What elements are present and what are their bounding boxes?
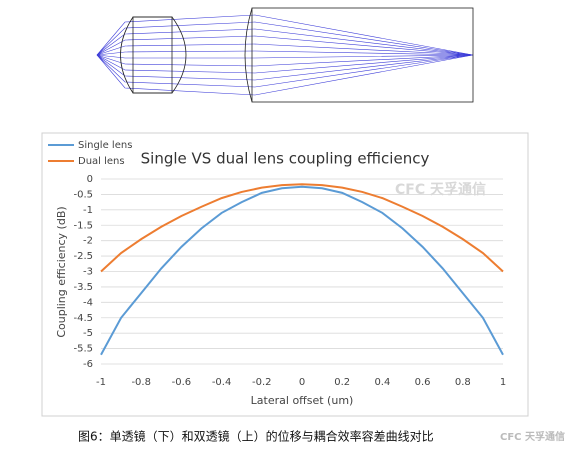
lens [120, 16, 187, 94]
y-tick-label: -1.5 [73, 220, 93, 231]
ray [96, 54, 474, 81]
ray [96, 54, 474, 59]
x-axis-label: Lateral offset (um) [251, 394, 354, 407]
x-tick-label: 1 [500, 377, 506, 388]
x-tick-label: 0.4 [374, 377, 390, 388]
ray [96, 54, 474, 74]
x-tick-label: -0.8 [131, 377, 151, 388]
series-line [100, 183, 504, 273]
watermark: CFC 天孚通信 [395, 181, 486, 198]
caption: 图6：单透镜（下）和双透镜（上）的位移与耦合效率容差曲线对比 [78, 429, 434, 444]
y-tick-label: -5 [83, 328, 93, 339]
x-tick-label: 0.8 [455, 377, 471, 388]
lens [244, 7, 253, 103]
ray [96, 14, 474, 56]
ray [96, 43, 474, 56]
y-tick-label: -2.5 [73, 251, 93, 262]
y-tick-label: -2 [83, 236, 93, 247]
lens-box [251, 7, 474, 103]
legend-label: Dual lens [78, 156, 125, 167]
chart-title: Single VS dual lens coupling efficiency [141, 150, 430, 168]
y-tick-label: -3 [83, 267, 93, 278]
y-tick-label: -6 [83, 359, 93, 370]
ray [96, 21, 474, 56]
ray [96, 28, 474, 56]
lens-diagram [96, 7, 474, 103]
y-tick-label: -5.5 [73, 344, 93, 355]
ray [96, 35, 474, 56]
ray [96, 50, 474, 56]
y-tick-label: 0 [87, 174, 93, 185]
y-tick-label: -0.5 [73, 189, 93, 200]
x-tick-label: -0.2 [252, 377, 272, 388]
x-tick-label: 0.2 [334, 377, 350, 388]
legend-label: Single lens [78, 140, 132, 151]
x-tick-label: 0 [299, 377, 305, 388]
y-tick-label: -3.5 [73, 282, 93, 293]
y-axis-label: Coupling efficiency (dB) [55, 206, 68, 337]
series-line [100, 185, 504, 356]
y-tick-label: -4 [83, 297, 93, 308]
x-tick-label: -1 [96, 377, 106, 388]
chart-frame [41, 132, 529, 417]
watermark: CFC 天孚通信 [500, 430, 565, 443]
y-tick-label: -1 [83, 205, 93, 216]
x-tick-label: 0.6 [415, 377, 431, 388]
ray [96, 54, 474, 88]
x-tick-label: -0.6 [172, 377, 192, 388]
y-tick-label: -4.5 [73, 313, 93, 324]
ray [96, 54, 474, 67]
x-tick-label: -0.4 [212, 377, 232, 388]
ray [96, 54, 474, 96]
lens-box [132, 16, 173, 94]
